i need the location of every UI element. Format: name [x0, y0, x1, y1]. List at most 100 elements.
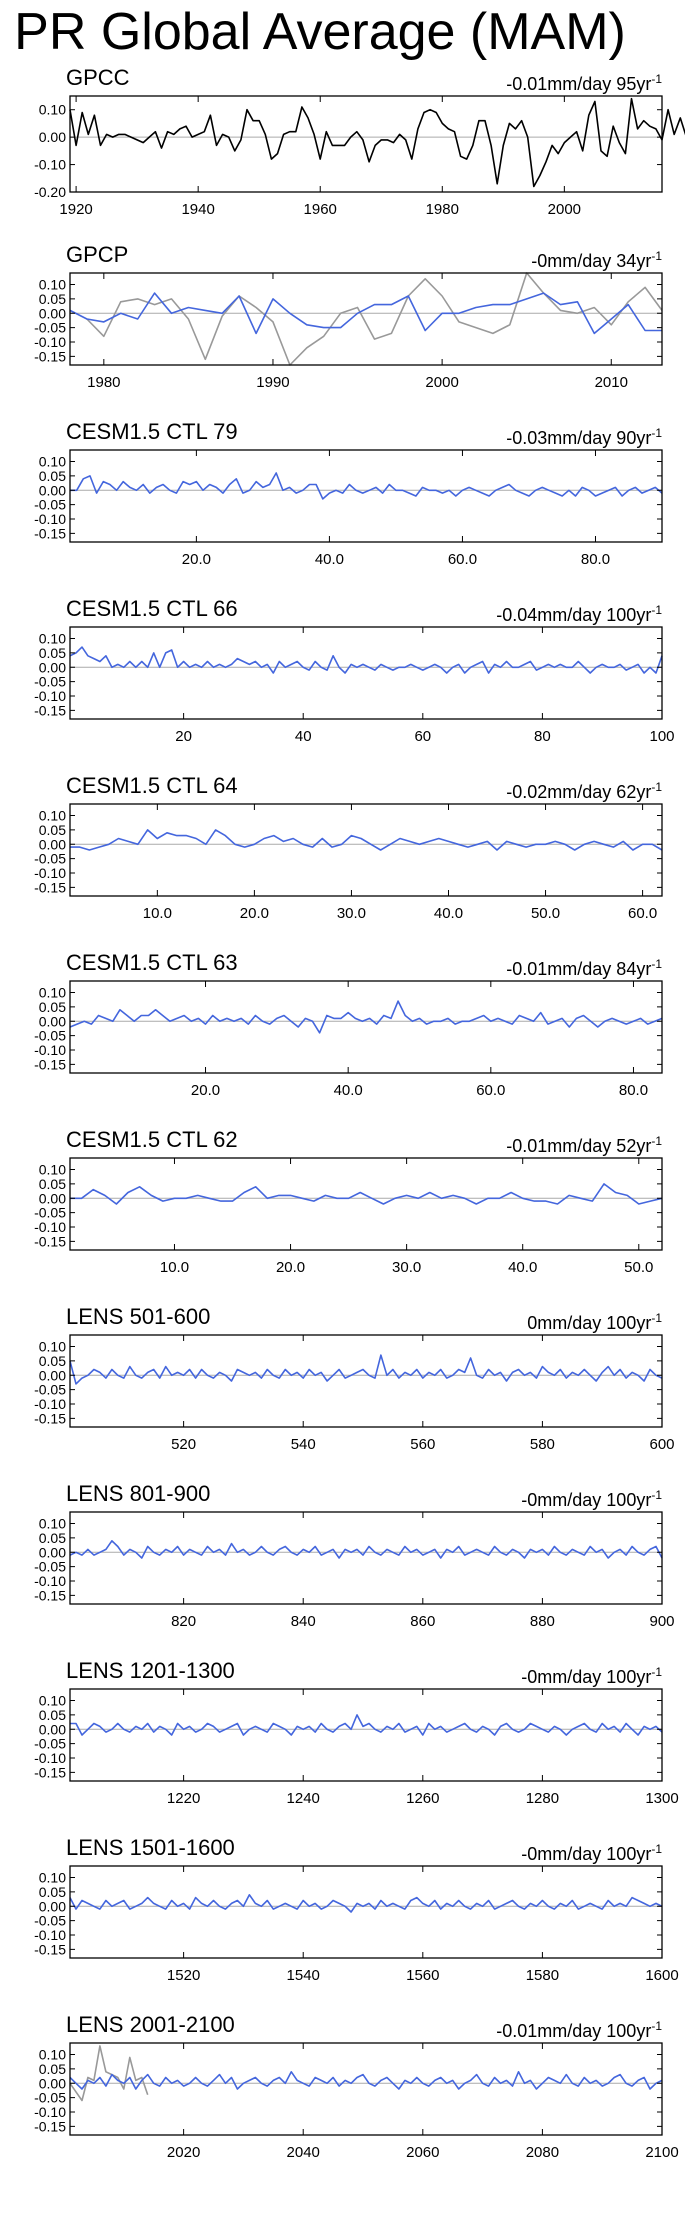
y-tick-label: 0.00: [39, 659, 66, 675]
y-tick-label: 0.05: [39, 999, 66, 1015]
panel-title: LENS 501-600: [66, 1304, 211, 1329]
y-tick-label: 0.10: [39, 1162, 66, 1178]
y-tick-label: 0.00: [39, 305, 66, 321]
trend-value: -0mm/day 100yr: [521, 1490, 652, 1510]
y-tick-label: -0.15: [34, 1233, 66, 1249]
panel-title: LENS 2001-2100: [66, 2012, 235, 2037]
trend-value: -0.02mm/day 62yr: [506, 782, 652, 802]
trend-exponent: -1: [651, 1488, 662, 1502]
trend-label: -0.04mm/day 100yr-1: [496, 599, 662, 626]
x-tick-label: 880: [530, 1613, 555, 1630]
x-tick-label: 2020: [167, 2144, 200, 2161]
x-tick-label: 10.0: [143, 905, 172, 922]
y-tick-label: 0.10: [39, 1870, 66, 1886]
y-tick-label: -0.05: [34, 1382, 66, 1398]
chart-panel: -0.15-0.10-0.050.000.050.10 1520 1540 1560 1…: [34, 1865, 679, 1984]
y-tick-label: -0.05: [34, 1559, 66, 1575]
panel-title: CESM1.5 CTL 64: [66, 773, 238, 798]
plot-frame: [69, 803, 663, 897]
plot-frame: [69, 1511, 663, 1605]
plot-frame: [69, 95, 663, 193]
y-tick-label: -0.10: [34, 511, 66, 527]
trend-exponent: -1: [651, 603, 662, 617]
y-tick-label: 0.05: [39, 291, 66, 307]
y-tick-label: -0.20: [34, 184, 66, 200]
trend-value: -0mm/day 100yr: [521, 1844, 652, 1864]
x-tick-label: 60: [414, 728, 431, 745]
plot-frame: [69, 449, 663, 543]
y-tick-label: -0.05: [34, 320, 66, 336]
x-tick-label: 1240: [287, 1790, 320, 1807]
x-tick-label: 560: [410, 1436, 435, 1453]
y-tick-label: -0.10: [34, 688, 66, 704]
series-line-0: [70, 829, 663, 851]
chart-panel: -0.15-0.10-0.050.000.050.10 520 540 560 580 6…: [34, 1334, 675, 1453]
y-tick-label: -0.15: [34, 1410, 66, 1426]
x-tick-label: 860: [410, 1613, 435, 1630]
trend-value: -0.01mm/day 84yr: [506, 959, 652, 979]
trend-label: 0mm/day 100yr-1: [527, 1307, 662, 1334]
trend-value: -0.01mm/day 100yr: [496, 2021, 652, 2041]
trend-value: -0.03mm/day 90yr: [506, 428, 652, 448]
x-tick-label: 820: [171, 1613, 196, 1630]
plot-frame: [69, 2042, 663, 2136]
x-tick-label: 1260: [406, 1790, 439, 1807]
x-tick-label: 40.0: [508, 1259, 537, 1276]
x-tick-label: 30.0: [337, 905, 366, 922]
plot-frame: [69, 1865, 663, 1959]
x-tick-label: 100: [649, 728, 674, 745]
series-line-0: [86, 272, 663, 366]
trend-value: -0.01mm/day 95yr: [506, 74, 652, 94]
chart-panel: -0.15-0.10-0.050.000.050.10 10.0 20.0 30.0 4…: [34, 1157, 663, 1276]
x-tick-label: 1940: [181, 201, 214, 218]
panel-title: GPCC: [66, 65, 130, 90]
y-tick-label: 0.10: [39, 2047, 66, 2063]
plot-frame: [69, 980, 663, 1074]
series-line-0: [69, 1000, 663, 1034]
trend-label: -0mm/day 100yr-1: [521, 1838, 662, 1865]
y-tick-label: -0.05: [34, 851, 66, 867]
plot-frame: [69, 272, 663, 366]
y-tick-label: 0.10: [39, 277, 66, 293]
chart-panel: -0.15-0.10-0.050.000.050.10 820 840 860 880 9…: [34, 1511, 675, 1630]
trend-exponent: -1: [651, 1134, 662, 1148]
series-line-0: [69, 1354, 663, 1385]
panel-title: GPCP: [66, 242, 129, 267]
y-tick-label: 0.05: [39, 1707, 66, 1723]
y-tick-label: 0.00: [39, 1721, 66, 1737]
y-tick-label: 0.05: [39, 2061, 66, 2077]
x-tick-label: 580: [530, 1436, 555, 1453]
series-line-1: [69, 292, 662, 335]
trend-value: -0mm/day 100yr: [521, 1667, 652, 1687]
x-tick-label: 2000: [425, 374, 458, 391]
y-tick-label: 0.00: [39, 1013, 66, 1029]
y-tick-label: 0.05: [39, 1884, 66, 1900]
y-tick-label: 0.00: [39, 1898, 66, 1914]
y-tick-label: 0.10: [39, 631, 66, 647]
y-tick-label: -0.10: [34, 1573, 66, 1589]
x-tick-label: 2100: [645, 2144, 678, 2161]
chart-panel: -0.15-0.10-0.050.000.050.10 1220 1240 1260 1…: [34, 1688, 679, 1807]
x-tick-label: 2040: [287, 2144, 320, 2161]
y-tick-label: -0.10: [34, 334, 66, 350]
y-tick-label: 0.00: [39, 482, 66, 498]
chart-panel: -0.15-0.10-0.050.000.050.10 2020 2040 2060 2…: [34, 2042, 679, 2161]
trend-label: -0mm/day 100yr-1: [521, 1484, 662, 1511]
y-tick-label: -0.15: [34, 2118, 66, 2134]
panel-title: CESM1.5 CTL 63: [66, 950, 238, 975]
x-tick-label: 1560: [406, 1967, 439, 1984]
x-tick-label: 1580: [526, 1967, 559, 1984]
y-tick-label: 0.00: [39, 1367, 66, 1383]
panel-title: LENS 1501-1600: [66, 1835, 235, 1860]
y-tick-label: -0.05: [34, 674, 66, 690]
panel-title: LENS 801-900: [66, 1481, 211, 1506]
y-tick-label: -0.15: [34, 1764, 66, 1780]
y-tick-label: -0.10: [34, 1750, 66, 1766]
series-line-1: [69, 2070, 663, 2090]
x-tick-label: 1220: [167, 1790, 200, 1807]
trend-exponent: -1: [651, 72, 662, 86]
x-tick-label: 1980: [87, 374, 120, 391]
y-tick-label: -0.15: [34, 348, 66, 364]
chart-panel: -0.15-0.10-0.050.000.050.10 20 40 60 80 100: [34, 626, 675, 745]
